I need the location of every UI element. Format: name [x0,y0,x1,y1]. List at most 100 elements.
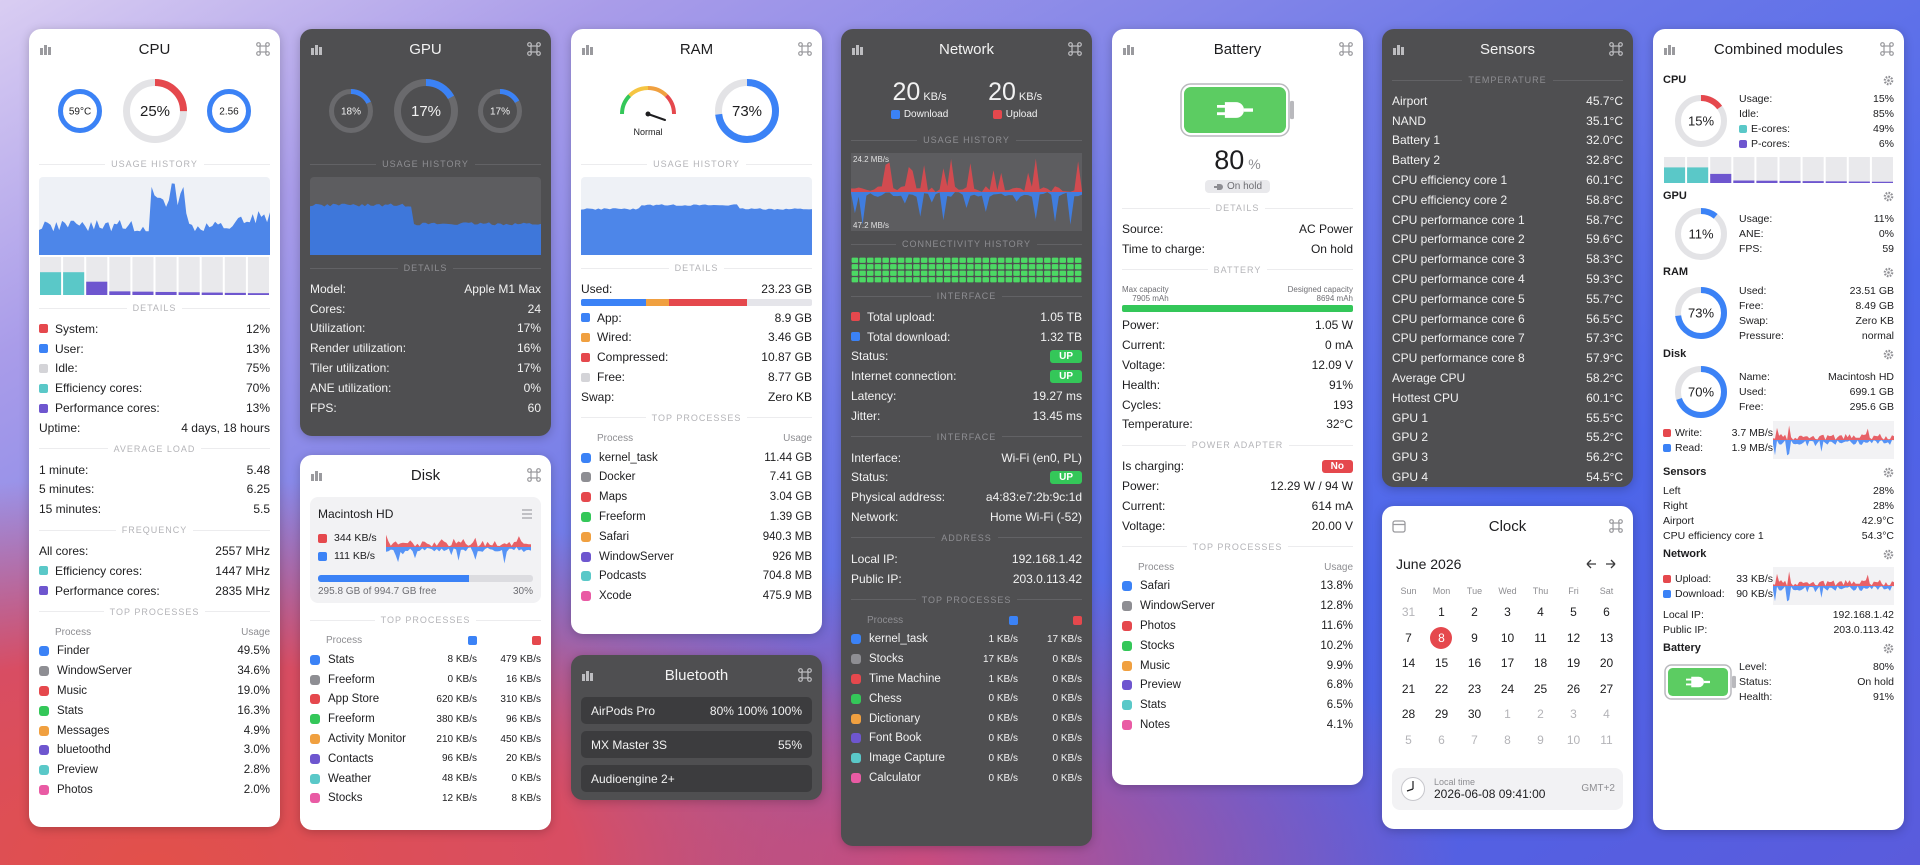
settings-shortcut[interactable] [527,42,541,56]
calendar-day[interactable]: 4 [1603,707,1610,722]
calendar-nav[interactable] [1585,558,1619,570]
time-zone: GMT+2 [1581,783,1615,795]
detail-row: GPU 2 55.2°C [1392,428,1623,448]
calendar-day[interactable]: 25 [1533,681,1548,696]
calendar-day[interactable]: 26 [1566,681,1581,696]
calendar-day[interactable]: 17 [1500,656,1515,671]
row-value: 8.77 GB [767,370,812,385]
connectivity-cell [851,277,859,283]
process-name: Xcode [599,590,632,603]
icon-part [1883,45,1891,53]
detail-row: E-cores: 49% [1739,121,1894,136]
disk-percent: 30% [512,586,533,597]
module-rows: Level: 80% Status: On hold Health: 91% [1739,659,1894,704]
calendar-day[interactable]: 11 [1600,732,1613,747]
connectivity-cell [982,277,989,283]
calendar-day[interactable]: 18 [1533,656,1548,671]
column-header [477,636,541,645]
module-settings[interactable] [1883,467,1894,478]
connectivity-cell [1067,277,1074,283]
row-value: 192.168.1.42 [1011,551,1082,566]
module-settings[interactable] [1883,549,1894,560]
gauge-needle [646,113,666,121]
module-settings[interactable] [1883,75,1894,86]
calendar-day[interactable]: 31 [1401,605,1416,619]
gauge-label: 73% [732,103,762,120]
calendar-day[interactable]: 12 [1566,630,1581,645]
detail-row: Total download: 1.32 TB [851,327,1082,347]
settings-shortcut[interactable] [256,42,270,56]
settings-shortcut[interactable] [1068,42,1082,56]
gauge-label: 25% [139,103,169,120]
settings-shortcut[interactable] [1609,42,1623,56]
calendar-day[interactable]: 15 [1434,656,1449,671]
calendar-day[interactable]: 14 [1401,656,1416,671]
calendar-day[interactable]: 28 [1401,707,1416,722]
calendar-day[interactable]: 1 [1504,707,1511,722]
settings-shortcut[interactable] [1339,42,1353,56]
calendar-day[interactable]: 10 [1500,630,1515,645]
module-settings[interactable] [1883,643,1894,654]
calendar-day[interactable]: 23 [1467,681,1482,696]
connectivity-cell [1074,277,1082,283]
settings-shortcut[interactable] [527,468,541,482]
connectivity-cell [1044,270,1051,276]
process-row: Preview 6.8% [1122,676,1353,696]
process-value: 4.9% [243,724,270,737]
module-settings[interactable] [1883,267,1894,278]
process-value: 4.1% [1326,719,1353,732]
calendar-day[interactable]: 3 [1504,605,1511,619]
process-name: Activity Monitor [328,733,406,746]
calendar-day[interactable]: 29 [1434,707,1449,722]
module-settings[interactable] [1883,191,1894,202]
row-value: AC Power [1298,221,1353,236]
menu-icon[interactable] [521,509,533,519]
connectivity-cell [951,277,959,283]
settings-shortcut[interactable] [1880,42,1894,56]
calendar-day[interactable]: 8 [1425,626,1458,652]
settings-shortcut[interactable] [798,668,812,682]
calendar-day[interactable]: 20 [1599,656,1614,671]
settings-shortcut[interactable] [798,42,812,56]
calendar-day[interactable]: 24 [1500,681,1515,696]
calendar-day[interactable]: 6 [1603,605,1610,619]
widget-title: Disk [410,466,441,484]
gauges: Normal 73% [581,69,812,153]
connectivity-cell [1067,264,1074,270]
module-settings[interactable] [1883,349,1894,360]
calendar-day[interactable]: 16 [1467,656,1482,671]
connectivity-cell [890,270,897,276]
calendar-day[interactable]: 13 [1599,630,1614,645]
calendar-day[interactable]: 19 [1566,656,1581,671]
disk-usage-bar [318,575,533,582]
local-time-text: Local time 2026-06-08 09:41:00 [1434,777,1573,801]
calendar-day[interactable]: 7 [1471,732,1478,747]
calendar-day[interactable]: 11 [1534,630,1547,645]
row-value: 90 KB/s [1736,587,1773,600]
calendar-day[interactable]: 22 [1434,681,1449,696]
process-row: Stocks 17 KB/s 0 KB/s [851,649,1082,669]
calendar-day[interactable]: 9 [1471,630,1478,645]
calendar-day[interactable]: 5 [1570,605,1577,619]
calendar-day[interactable]: 30 [1467,707,1482,722]
calendar-day[interactable]: 4 [1537,605,1544,619]
app-icon [1122,660,1132,671]
settings-shortcut[interactable] [1609,519,1623,533]
calendar-day[interactable]: 2 [1537,707,1544,722]
module-activity: Upload: 33 KB/s Download: 90 KB/s [1663,565,1894,607]
calendar-day[interactable]: 8 [1504,732,1511,747]
calendar-day[interactable]: 5 [1405,732,1412,747]
process-row: Finder 49.5% [39,642,270,662]
calendar-day[interactable]: 2 [1471,605,1478,619]
calendar-day[interactable]: 7 [1405,630,1412,645]
calendar-day[interactable]: 6 [1438,732,1445,747]
calendar-day[interactable]: 10 [1566,732,1581,747]
calendar-day[interactable]: 27 [1599,681,1614,696]
row-value: 58.8°C [1586,192,1623,207]
calendar-day[interactable]: 3 [1570,707,1577,722]
connectivity-cell [867,264,874,270]
calendar-day[interactable]: 9 [1537,732,1544,747]
calendar-day[interactable]: 21 [1401,681,1416,696]
calendar-day[interactable]: 1 [1438,605,1445,619]
calendar-month: June 2026 [1396,556,1462,572]
